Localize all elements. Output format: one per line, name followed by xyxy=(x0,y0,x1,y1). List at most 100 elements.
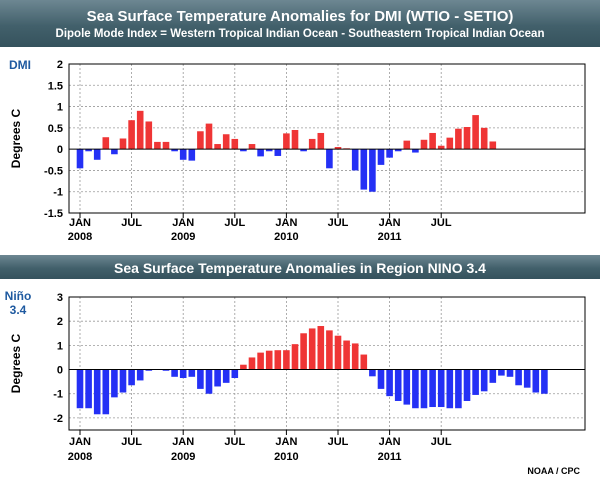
bar xyxy=(351,343,359,370)
bar xyxy=(162,141,170,150)
bar xyxy=(171,369,178,377)
plot-frame xyxy=(68,63,586,214)
y-tick-label: 1 xyxy=(57,102,63,114)
bar xyxy=(360,149,368,190)
x-year-label: 2009 xyxy=(171,231,195,243)
bar xyxy=(188,369,196,377)
bar xyxy=(93,369,101,415)
bar xyxy=(128,369,135,386)
bar xyxy=(317,132,325,150)
bar xyxy=(128,120,135,150)
bar xyxy=(136,110,144,150)
bar xyxy=(386,369,393,397)
x-month-label: JAN xyxy=(275,436,297,448)
bar xyxy=(334,147,342,150)
dmi-panel-label: DMI xyxy=(9,58,31,72)
x-month-label: JAN xyxy=(172,436,194,448)
bar xyxy=(265,149,273,152)
bar xyxy=(455,369,462,409)
x-year-label: 2008 xyxy=(68,231,92,243)
bar xyxy=(351,149,359,171)
bar xyxy=(386,149,393,158)
bar xyxy=(171,149,178,152)
nino-header-band: Sea Surface Temperature Anomalies in Reg… xyxy=(0,255,600,279)
y-tick-label: 2 xyxy=(57,316,63,328)
credit-text: NOAA / CPC xyxy=(527,466,580,476)
bar xyxy=(145,121,153,150)
dmi-chart-title: Sea Surface Temperature Anomalies for DM… xyxy=(86,8,514,25)
x-year-label: 2011 xyxy=(378,231,402,243)
bar xyxy=(197,131,204,150)
bar xyxy=(343,340,350,370)
bar xyxy=(291,344,299,370)
bar xyxy=(446,369,454,409)
x-month-label: JUL xyxy=(328,217,349,229)
x-month-label: JUL xyxy=(121,436,142,448)
bar xyxy=(248,144,256,150)
bar xyxy=(76,369,84,409)
y-tick-label: 2 xyxy=(57,59,63,71)
chart-2: 3 2 1 0 -1 -2 JAN JUL JAN JUL JAN JUL JAN JUL 2008 2009… xyxy=(9,292,586,463)
dmi-header-band: Sea Surface Temperature Anomalies for DM… xyxy=(0,0,600,47)
bar xyxy=(111,149,118,155)
bar xyxy=(205,123,213,150)
bar xyxy=(136,369,144,381)
bar xyxy=(541,369,548,394)
bar xyxy=(489,141,497,150)
nino-panel-label: Niño 3.4 xyxy=(4,289,32,317)
y-tick-label: -1.5 xyxy=(44,208,63,220)
bar xyxy=(360,354,368,370)
bar xyxy=(429,369,436,408)
x-year-label: 2008 xyxy=(68,451,92,463)
bar xyxy=(472,115,479,150)
bar xyxy=(85,369,92,409)
x-month-label: JUL xyxy=(431,217,452,229)
bar xyxy=(532,369,540,393)
bar xyxy=(257,149,264,157)
bar xyxy=(377,149,385,165)
y-tick-label: -0.5 xyxy=(44,165,63,177)
bar xyxy=(412,369,419,409)
bar xyxy=(446,137,454,150)
bar xyxy=(291,129,299,150)
bar xyxy=(283,350,290,370)
bar xyxy=(412,149,419,153)
bar xyxy=(403,369,411,405)
plot-frame xyxy=(68,296,586,431)
x-month-label: JAN xyxy=(275,217,297,229)
bar xyxy=(231,138,239,150)
bar xyxy=(222,134,230,150)
bar xyxy=(420,369,428,409)
bar xyxy=(231,369,239,379)
y-tick-label: -1 xyxy=(53,187,63,199)
bar xyxy=(308,328,316,370)
x-month-label: JAN xyxy=(69,436,91,448)
bar xyxy=(274,350,282,370)
x-month-label: JUL xyxy=(431,436,452,448)
y-tick-label: 1 xyxy=(57,340,63,352)
y-axis-label: Degrees C xyxy=(9,108,23,168)
x-month-label: JUL xyxy=(121,217,142,229)
x-month-label: JUL xyxy=(224,436,245,448)
bar xyxy=(326,149,333,169)
bar xyxy=(240,364,247,370)
x-year-label: 2011 xyxy=(378,451,402,463)
bar xyxy=(188,149,196,161)
bar xyxy=(179,369,187,379)
bar xyxy=(334,335,342,370)
y-tick-label: -1 xyxy=(53,389,63,401)
bar xyxy=(214,369,221,387)
x-month-label: JAN xyxy=(172,217,194,229)
chart-1: 2 1.5 1 0.5 0 -0.5 -1 -1.5 JAN JUL JAN JUL JAN JUL JAN… xyxy=(9,59,586,243)
bar xyxy=(420,139,428,150)
bar xyxy=(300,333,307,370)
bar xyxy=(205,369,213,394)
bar xyxy=(257,352,264,370)
bar xyxy=(369,369,376,377)
bar xyxy=(308,138,316,150)
y-tick-label: 0 xyxy=(57,365,63,377)
bar xyxy=(283,133,290,150)
bar xyxy=(85,149,92,152)
x-month-label: JAN xyxy=(379,436,401,448)
